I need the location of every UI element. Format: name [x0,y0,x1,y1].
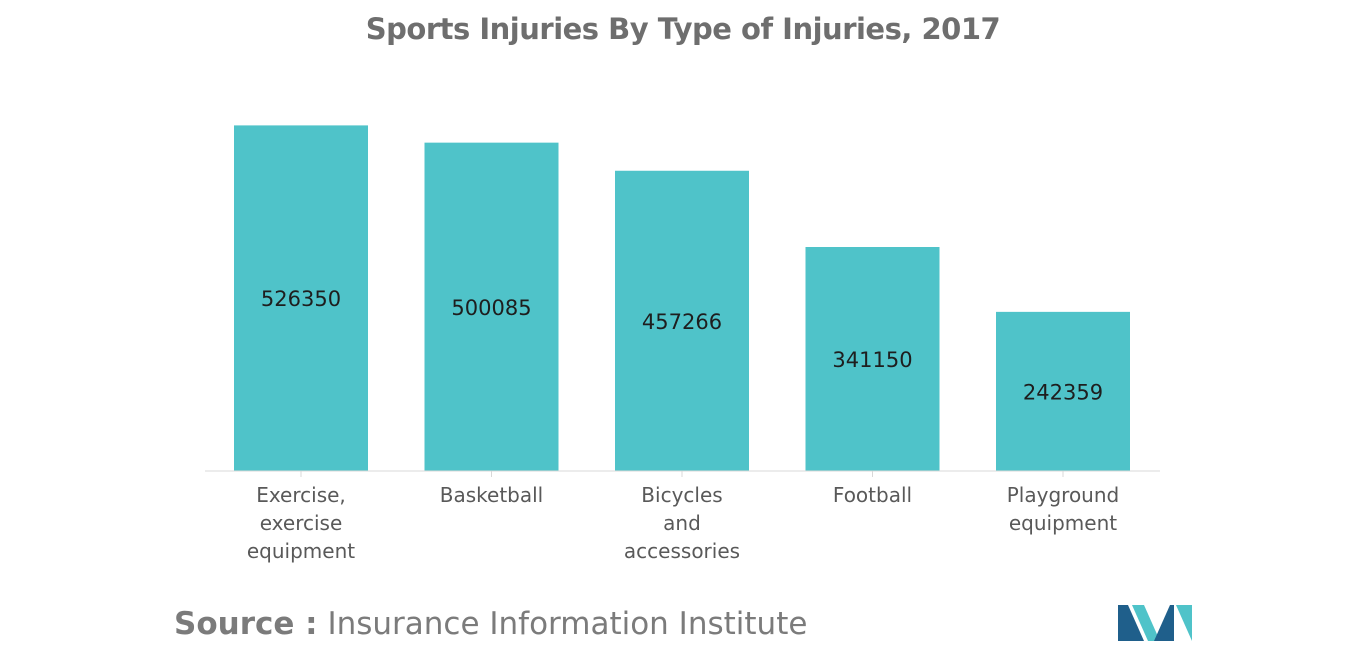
bar-value-label-0: 526350 [261,287,341,311]
x-tick-label-1: Basketball [440,483,543,507]
x-tick-label-3: Football [833,483,912,507]
x-tick-label-line: accessories [624,539,740,563]
x-tick-label-line: Football [833,483,912,507]
x-tick-label-line: Bicycles [641,483,722,507]
chart-title: Sports Injuries By Type of Injuries, 201… [365,12,1001,46]
logo-shape-mid [1132,605,1160,641]
bar-value-label-3: 341150 [832,348,912,372]
bar-value-label-4: 242359 [1023,380,1103,404]
brand-logo-icon [1118,605,1192,641]
bars-layer: 526350 500085 457266 341150 242359 [234,125,1130,471]
x-tick-label-line: and [663,511,701,535]
x-tick-label-line: Basketball [440,483,543,507]
logo-shape-right [1154,605,1174,641]
logo-shape-left [1118,605,1144,641]
source-text: Insurance Information Institute [327,606,808,642]
bar-1 [424,142,559,471]
source-note: Source : Insurance Information Institute [174,606,807,642]
x-tick-label-line: Exercise, [256,483,346,507]
source-label: Source : [174,606,318,642]
x-tick-label-line: Playground [1007,483,1119,507]
bar-4 [996,311,1130,471]
bar-value-label-2: 457266 [642,310,722,334]
bar-value-label-1: 500085 [451,296,531,320]
x-tick-label-line: equipment [1009,511,1117,535]
bar-2 [615,170,749,471]
bar-chart: 526350 500085 457266 341150 242359 Exercise,… [205,125,1160,563]
logo-shape-edge [1176,605,1192,641]
labels-layer: Exercise, exercise equipment Basketball Bicy… [247,483,1119,563]
ticks-layer [300,471,1064,477]
bar-0 [234,125,368,471]
bar-3 [805,246,940,471]
x-tick-label-line: equipment [247,539,355,563]
x-tick-label-4: Playground equipment [1007,483,1119,535]
x-tick-label-0: Exercise, exercise equipment [247,483,355,563]
x-tick-label-2: Bicycles and accessories [624,483,740,563]
x-tick-label-line: exercise [260,511,343,535]
